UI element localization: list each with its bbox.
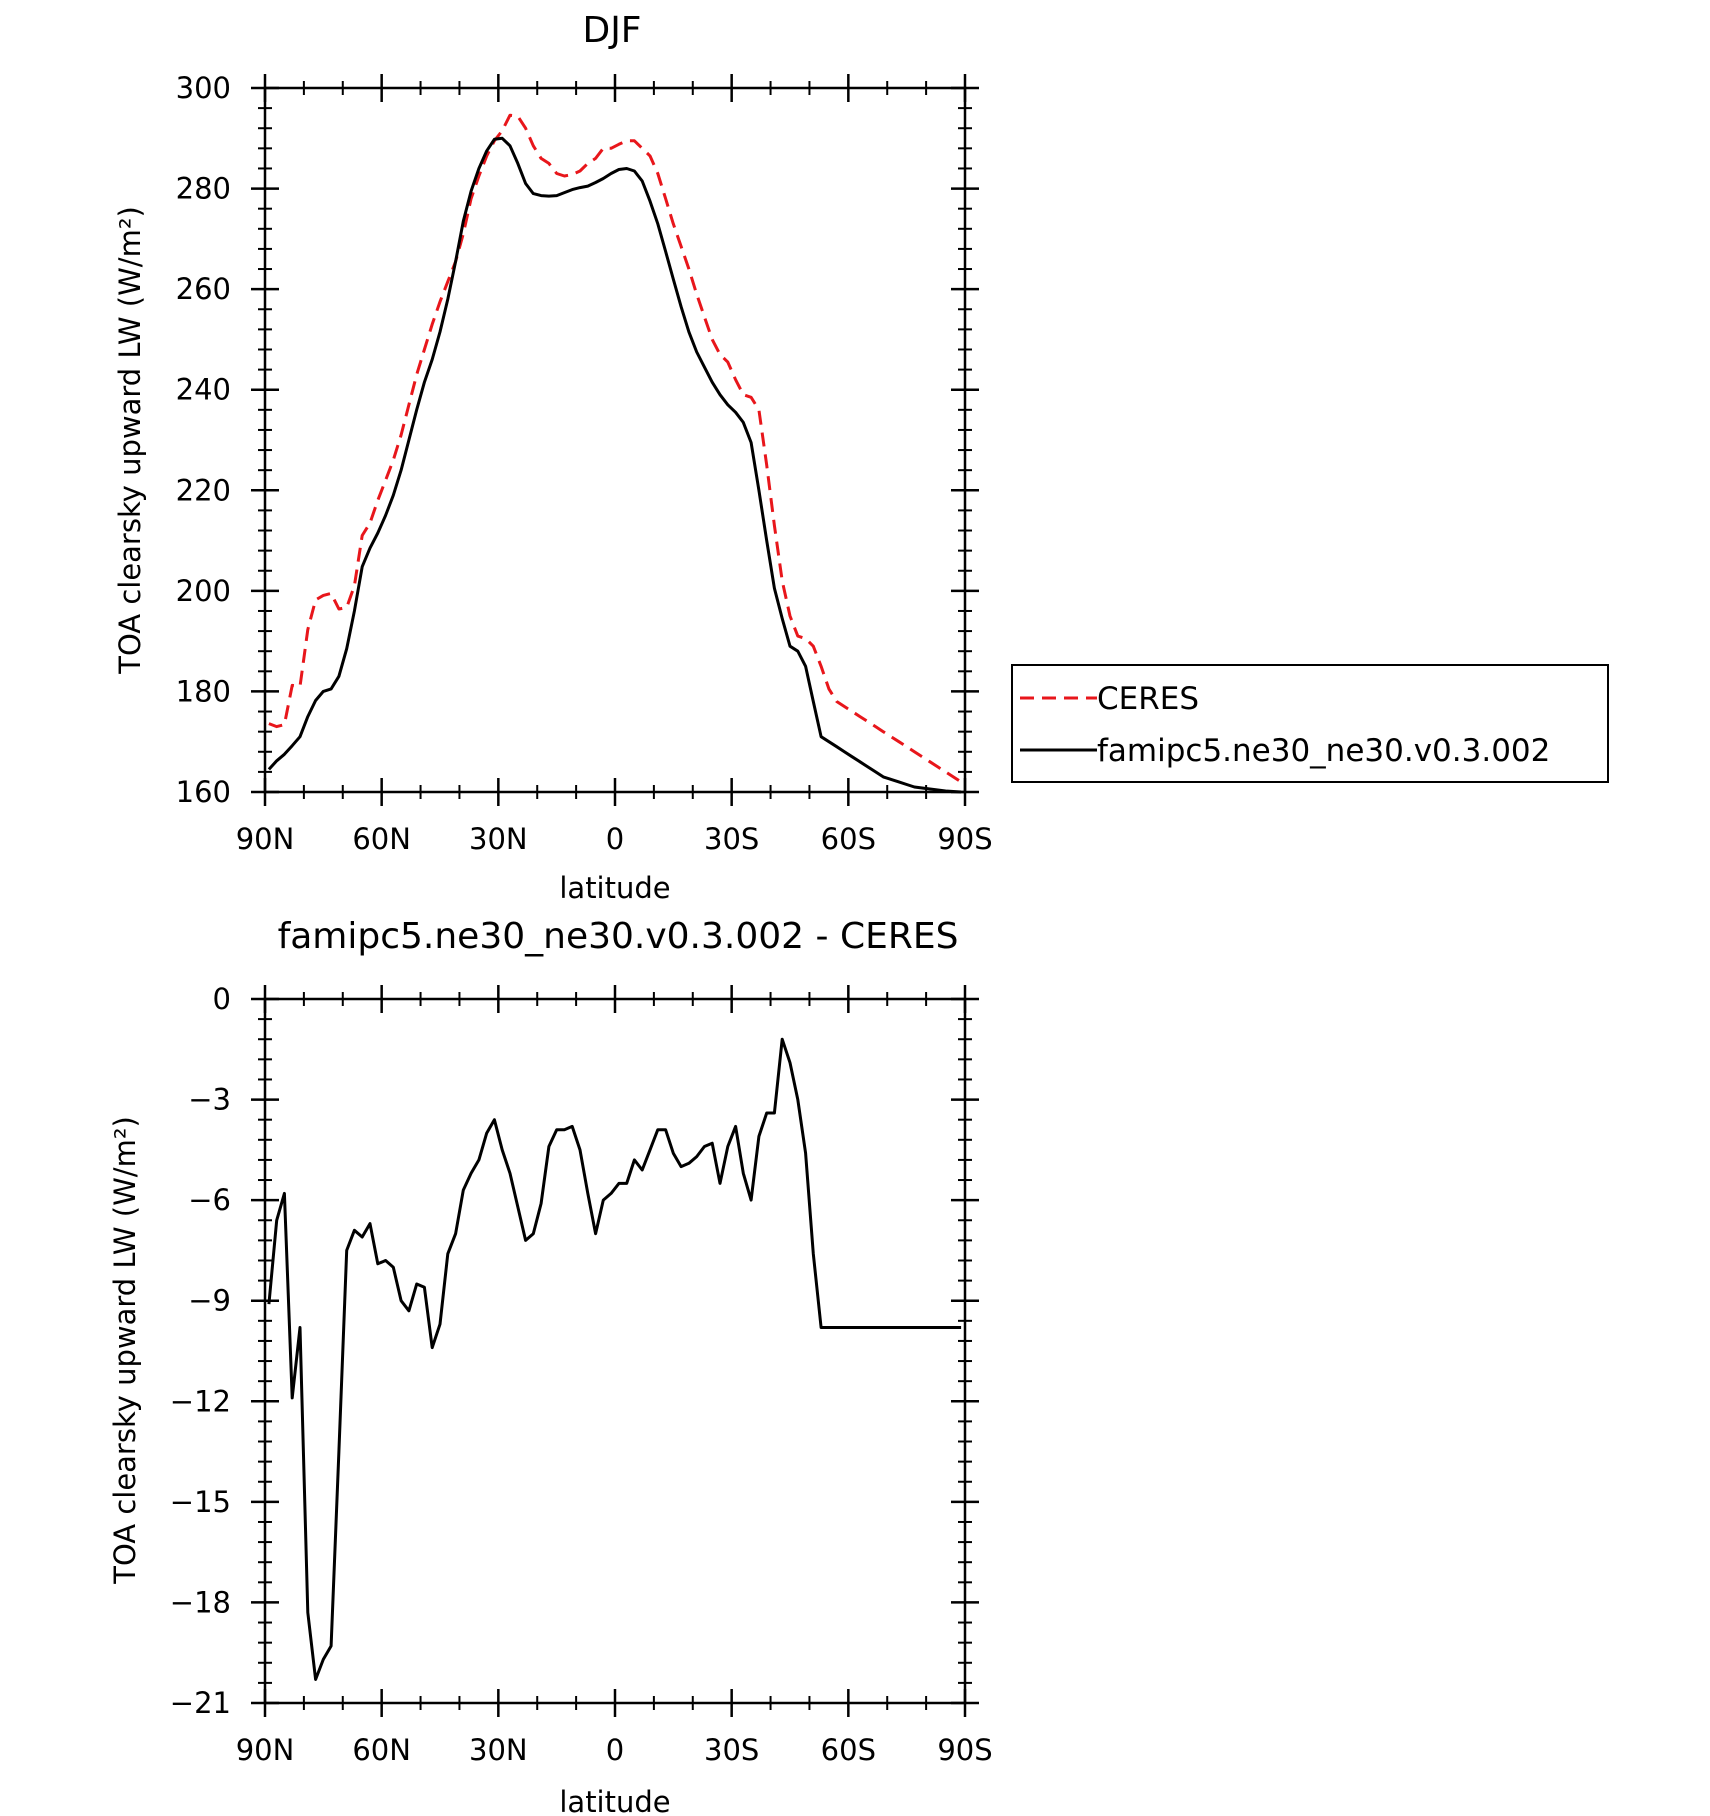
- chart-title: DJF: [582, 10, 641, 51]
- y-tick-label: −15: [170, 1485, 231, 1519]
- x-tick-label: 60S: [821, 822, 876, 856]
- y-tick-label: 220: [176, 473, 231, 507]
- y-tick-labels: −21 −18 −15 −12 −9 −6 −3 0: [170, 982, 231, 1720]
- x-tick-label: 30S: [704, 1733, 759, 1767]
- legend-label-ceres: CERES: [1097, 681, 1199, 717]
- series-line-1: [267, 136, 962, 794]
- x-tick-label: 30S: [704, 822, 759, 856]
- x-tick-labels: 90N 60N 30N 0 30S 60S 90S: [236, 822, 993, 856]
- plot-frame: [263, 997, 967, 1705]
- y-tick-label: −9: [188, 1284, 231, 1318]
- axis-ticks: [251, 74, 979, 806]
- x-tick-label: 0: [606, 822, 624, 856]
- series-line-0: [267, 1037, 962, 1681]
- y-axis-label: TOA clearsky upward LW (W/m²): [108, 1116, 142, 1585]
- y-tick-label: 260: [176, 272, 231, 306]
- series-lines: [267, 1037, 962, 1681]
- y-tick-label: −21: [170, 1686, 231, 1720]
- chart-difference: famipc5.ne30_ne30.v0.3.002 - CERES −21 −1…: [108, 916, 993, 1816]
- legend: CERES famipc5.ne30_ne30.v0.3.002: [1011, 664, 1609, 783]
- x-tick-label: 90N: [236, 1733, 295, 1767]
- x-tick-label: 60N: [352, 1733, 411, 1767]
- plot-frame: [263, 86, 967, 794]
- y-tick-label: 160: [176, 775, 231, 809]
- y-tick-label: −3: [188, 1083, 231, 1117]
- x-axis-label: latitude: [559, 871, 670, 905]
- series-lines: [267, 113, 962, 794]
- y-tick-label: −6: [188, 1183, 231, 1217]
- y-tick-label: 300: [176, 71, 231, 105]
- x-tick-label: 60S: [821, 1733, 876, 1767]
- y-tick-label: 180: [176, 674, 231, 708]
- legend-label-model: famipc5.ne30_ne30.v0.3.002: [1097, 733, 1550, 769]
- x-tick-label: 30N: [469, 822, 528, 856]
- y-tick-label: −18: [170, 1585, 231, 1619]
- legend-box: [1011, 664, 1609, 783]
- chart-title: famipc5.ne30_ne30.v0.3.002 - CERES: [278, 916, 959, 957]
- y-tick-labels: 160 180 200 220 240 260 280 300: [176, 71, 231, 809]
- x-tick-label: 30N: [469, 1733, 528, 1767]
- x-tick-label: 90N: [236, 822, 295, 856]
- series-line-0: [268, 113, 962, 784]
- x-tick-labels: 90N 60N 30N 0 30S 60S 90S: [236, 1733, 993, 1767]
- y-tick-label: 0: [213, 982, 231, 1016]
- x-tick-label: 0: [606, 1733, 624, 1767]
- x-tick-label: 90S: [937, 822, 992, 856]
- x-tick-label: 60N: [352, 822, 411, 856]
- x-tick-label: 90S: [937, 1733, 992, 1767]
- y-axis-label: TOA clearsky upward LW (W/m²): [113, 206, 147, 675]
- chart-djf: DJF 160 180 200 220 240 260 280 300 90N 60N 30N 0 3…: [113, 10, 993, 905]
- axis-ticks: [251, 985, 979, 1717]
- y-tick-label: 280: [176, 172, 231, 206]
- x-axis-label: latitude: [559, 1785, 670, 1816]
- y-tick-label: 200: [176, 574, 231, 608]
- y-tick-label: 240: [176, 373, 231, 407]
- y-tick-label: −12: [170, 1384, 231, 1418]
